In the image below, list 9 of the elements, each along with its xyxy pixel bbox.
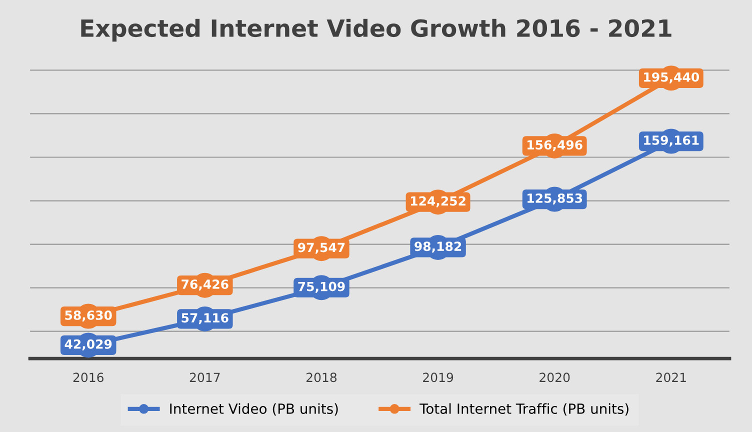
legend-label: Internet Video (PB units) — [170, 403, 338, 416]
legend-label: Total Internet Traffic (PB units) — [420, 403, 628, 416]
x-tick-label: 2019 — [423, 372, 454, 382]
x-tick-label: 2016 — [73, 372, 104, 382]
x-tick-label: 2018 — [306, 372, 337, 382]
x-tick-label: 2020 — [540, 372, 570, 382]
chart-title: Expected Internet Video Growth 2016 - 2021 — [81, 18, 672, 42]
x-tick-label: 2021 — [656, 372, 686, 382]
x-tick-label: 2017 — [190, 372, 220, 382]
